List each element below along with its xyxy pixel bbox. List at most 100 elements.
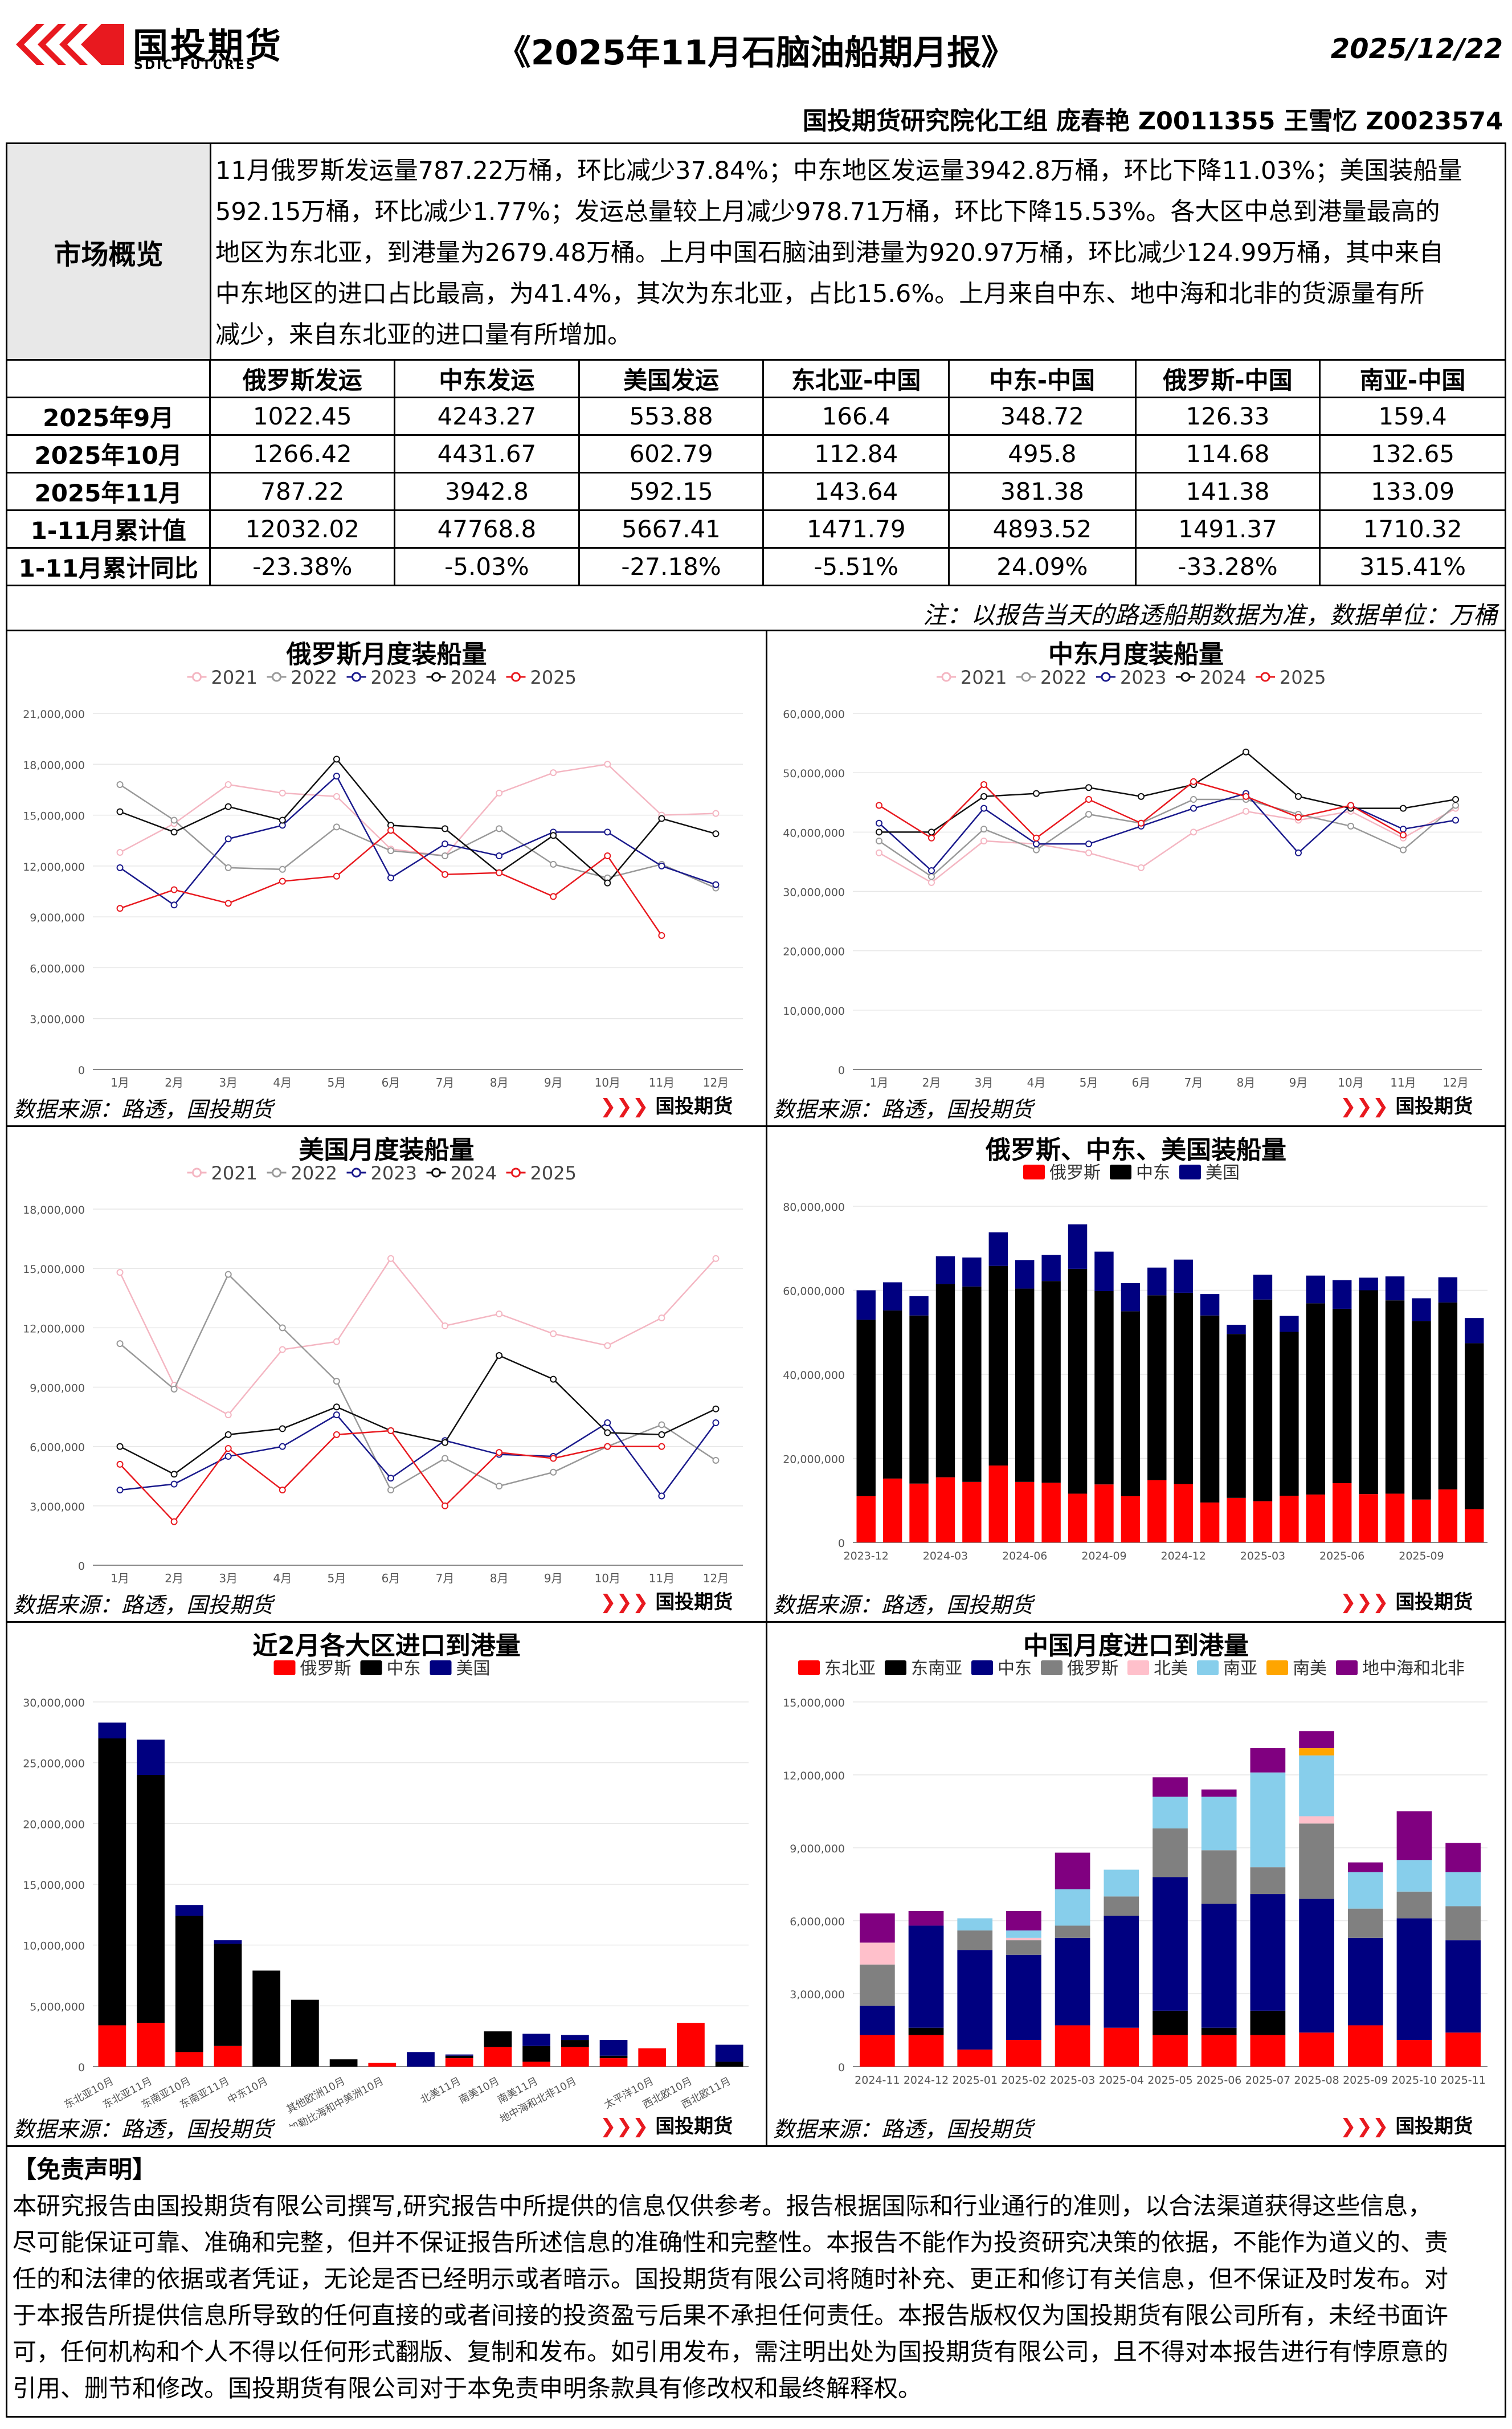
bar-segment: [1306, 1303, 1326, 1495]
report-title: 《2025年11月石脑油船期月报》: [496, 33, 1016, 73]
y-tick-label: 9,000,000: [30, 1382, 85, 1395]
x-tick-label: 2025-06: [1319, 1550, 1364, 1562]
data-point: [550, 1455, 557, 1462]
legend-swatch-icon: [885, 1660, 906, 1675]
bar-segment: [1147, 1267, 1167, 1296]
logo-stripes-icon: [16, 24, 124, 65]
data-point: [1085, 811, 1092, 818]
report-date: 2025/12/22: [1330, 33, 1503, 65]
table-cell: 141.38: [1134, 472, 1321, 511]
x-tick-label: 4月: [273, 1571, 292, 1585]
table-header-cell: 中东-中国: [948, 359, 1137, 398]
data-point: [876, 849, 882, 856]
data-point: [928, 879, 935, 886]
data-point: [1452, 796, 1459, 803]
x-tick-label: 5月: [328, 1571, 346, 1585]
bar-segment: [859, 1913, 895, 1943]
data-point: [1295, 849, 1302, 856]
disclaimer-line: 任的和法律的依据或者凭证，无论是否已经明示或者暗示。国投期货有限公司将随时补充、…: [13, 2265, 1449, 2293]
data-point: [387, 847, 394, 855]
company-logo: 国投期货 SDIC FUTURES: [16, 16, 312, 73]
bar-segment: [561, 2035, 589, 2040]
bar-segment: [1153, 2035, 1188, 2067]
bar-segment: [1299, 1816, 1334, 1824]
data-point: [387, 1475, 394, 1482]
legend-item: 2023: [346, 667, 417, 688]
bar-segment: [98, 2025, 126, 2067]
legend-label: 2022: [1040, 667, 1086, 688]
logo-stripes-icon: ❯❯❯: [1340, 1095, 1389, 1118]
legend-marker-icon: [272, 1167, 281, 1178]
data-point: [550, 769, 557, 777]
data-point: [876, 819, 882, 827]
legend-marker-icon: [941, 672, 951, 682]
legend-item: 美国: [430, 1659, 491, 1679]
data-point: [1138, 819, 1145, 827]
x-tick-label: 7月: [1184, 1076, 1203, 1089]
data-point: [333, 823, 340, 831]
bar-segment: [935, 1477, 955, 1542]
bar-segment: [1412, 1298, 1431, 1321]
legend-item: 美国: [1179, 1163, 1240, 1183]
x-tick-label: 4月: [1027, 1076, 1046, 1089]
bar-segment: [856, 1496, 876, 1542]
x-tick-label: 6月: [382, 1076, 401, 1089]
bar-segment: [1396, 2040, 1432, 2067]
source-note: 数据来源：路透，国投期货: [13, 1593, 273, 1618]
table-cell: 166.4: [762, 397, 950, 436]
legend-marker-icon: [272, 672, 281, 682]
bar-segment: [1299, 1823, 1334, 1899]
x-tick-label: 2025-04: [1099, 2074, 1144, 2087]
bar-segment: [137, 1775, 165, 2023]
table-row: 2025年10月 1266.42 4431.67 602.79 112.84 4…: [5, 434, 1506, 473]
bar-segment: [561, 2047, 589, 2067]
legend-swatch-icon: [1023, 1165, 1045, 1179]
bar-segment: [1068, 1224, 1088, 1269]
bar-segment: [1006, 2040, 1041, 2067]
bar-segment: [1006, 1940, 1041, 1955]
y-tick-label: 3,000,000: [30, 1014, 85, 1026]
legend-label: 中东: [998, 1659, 1032, 1679]
y-tick-label: 12,000,000: [23, 861, 85, 873]
legend-label: 美国: [456, 1659, 491, 1679]
overview-line: 减少，来自东北亚的进口量有所增加。: [215, 321, 632, 349]
bar-segment: [859, 1942, 895, 1965]
bar-segment: [1347, 1908, 1383, 1938]
table-cell: 12032.02: [209, 509, 396, 549]
legend-marker-icon: [511, 1167, 521, 1178]
bar-segment: [1094, 1291, 1114, 1485]
bar-segment: [1200, 1315, 1220, 1503]
data-point: [1243, 807, 1249, 815]
overview-label-cell: 市场概览: [7, 144, 210, 359]
x-tick-label: 12月: [1442, 1076, 1468, 1089]
data-point: [1452, 802, 1459, 809]
table-cell: -5.03%: [394, 547, 580, 586]
chart-title: 中国月度进口到港量: [1023, 1631, 1249, 1660]
chart-panel-usa-monthly: 美国月度装船量 2021 2022 2023 2024 2025 0 3,000,000 6,…: [7, 1127, 766, 1621]
data-point: [387, 1427, 394, 1434]
x-tick-label: 7月: [436, 1076, 455, 1089]
table-row-header: 2025年10月: [5, 434, 211, 473]
x-tick-label: 2025-03: [1240, 1550, 1285, 1562]
data-point: [1347, 802, 1354, 809]
legend-label: 2022: [291, 1162, 337, 1184]
legend-label: 2025: [1280, 667, 1326, 688]
x-tick-label: 8月: [1237, 1076, 1256, 1089]
series-line: [119, 763, 716, 857]
chart-panel-mideast-monthly: 中东月度装船量 2021 2022 2023 2024 2025 0 10,000,000 2…: [767, 631, 1505, 1125]
data-point: [116, 864, 124, 871]
legend-label: 2024: [451, 1162, 497, 1184]
x-tick-label: 1月: [870, 1076, 889, 1089]
data-point: [496, 1352, 503, 1359]
legend-item: 中东: [360, 1659, 421, 1679]
data-point: [604, 828, 611, 836]
series-line: [119, 775, 716, 906]
chart-title: 近2月各大区进口到港量: [252, 1631, 521, 1660]
bar-segment: [484, 2031, 512, 2047]
x-tick-label: 2024-12: [904, 2074, 949, 2087]
legend-item: 2024: [426, 667, 497, 688]
data-point: [333, 1411, 340, 1419]
bar-segment: [1227, 1324, 1246, 1334]
table-header-cell: 俄罗斯-中国: [1134, 359, 1321, 398]
data-point: [170, 1471, 178, 1478]
